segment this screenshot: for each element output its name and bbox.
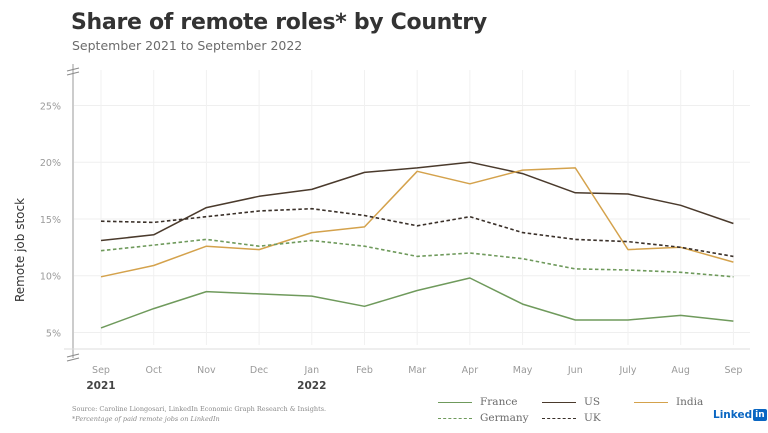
y-tick-label: 5%: [46, 328, 61, 339]
x-tick-label: Apr: [462, 365, 479, 376]
logo-badge: in: [753, 409, 767, 421]
y-tick-labels: 5% 10% 15% 20% 25%: [40, 101, 61, 339]
x-tick-label: Sep: [92, 365, 110, 376]
axis-break-icon: [66, 67, 80, 72]
series-line-us: [100, 161, 734, 242]
axis-break-icon: [66, 71, 80, 76]
x-tick-label: Jun: [567, 365, 583, 376]
x-tick-labels: Sep Oct Nov Dec Jan Feb Mar Apr May Jun July Aug Sep…: [86, 365, 742, 392]
x-tick-label: July: [618, 365, 636, 376]
chart-title: Share of remote roles* by Country: [71, 10, 487, 35]
logo-text: Linked: [713, 409, 753, 421]
legend-label: France: [480, 396, 518, 408]
series-line-uk: [100, 207, 734, 258]
legend-swatch: [634, 401, 668, 403]
x-tick-label: Jan: [303, 365, 319, 376]
line-chart: 5% 10% 15% 20% 25% Sep Oct Nov Dec Jan Feb Mar Apr M…: [13, 64, 750, 392]
legend-swatch: [438, 417, 472, 419]
legend-item-india: India: [634, 396, 703, 408]
legend-label: India: [676, 396, 704, 408]
x-tick-label: Sep: [724, 365, 742, 376]
legend-swatch: [542, 401, 576, 403]
source-text: Source: Caroline Liongosari, LinkedIn Ec…: [72, 405, 327, 413]
legend-item-germany: Germany: [438, 412, 529, 424]
grid: [74, 70, 750, 345]
y-tick-label: 20%: [40, 158, 61, 169]
series-line-india: [100, 167, 734, 278]
series-line-germany: [100, 238, 734, 278]
y-axis-label: Remote job stock: [13, 198, 27, 302]
linkedin-logo: Linked in: [713, 409, 767, 421]
legend-label: UK: [584, 412, 601, 424]
x-tick-label: Mar: [408, 365, 426, 376]
legend-item-us: US: [542, 396, 600, 408]
x-tick-label: Oct: [145, 365, 162, 376]
y-tick-label: 15%: [40, 215, 61, 226]
legend-item-france: France: [438, 396, 517, 408]
legend: France US India Germany UK: [438, 396, 703, 430]
y-tick-label: 10%: [40, 272, 61, 283]
footnote-text: *Percentage of paid remote jobs on Linke…: [72, 415, 220, 423]
x-tick-label: Dec: [250, 365, 268, 376]
chart-subtitle: September 2021 to September 2022: [72, 38, 303, 53]
x-tick-label: Nov: [197, 365, 216, 376]
x-year-label: 2021: [86, 380, 115, 392]
legend-swatch: [542, 417, 576, 419]
axis-break-icon: [66, 357, 80, 362]
legend-swatch: [438, 401, 472, 403]
source-note: Source: Caroline Liongosari, LinkedIn Ec…: [72, 404, 326, 424]
legend-item-uk: UK: [542, 412, 601, 424]
axis-break-icon: [66, 353, 80, 358]
y-tick-label: 25%: [40, 101, 61, 112]
x-tick-label: Feb: [356, 365, 373, 376]
x-year-label: 2022: [297, 380, 326, 392]
series-lines: [100, 161, 734, 329]
x-tick-label: Aug: [671, 365, 690, 376]
y-axis: [64, 64, 750, 362]
series-line-france: [100, 277, 734, 329]
legend-label: Germany: [480, 412, 529, 424]
legend-label: US: [584, 396, 601, 408]
x-tick-label: May: [513, 365, 533, 376]
